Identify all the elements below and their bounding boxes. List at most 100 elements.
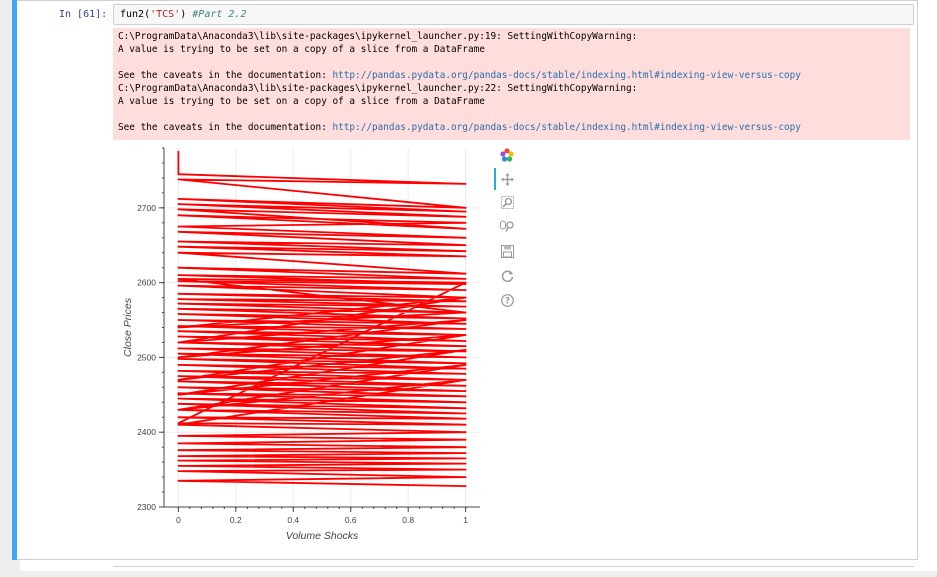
data-point xyxy=(464,407,467,410)
data-point xyxy=(177,380,180,383)
code-comment: #Part 2.2 xyxy=(192,9,247,20)
x-tick-label: 0.4 xyxy=(287,515,299,525)
data-point xyxy=(177,330,180,333)
data-point xyxy=(464,227,467,230)
data-point xyxy=(177,455,180,458)
input-prompt: In [61]: xyxy=(59,9,108,20)
x-tick-label: 0.8 xyxy=(402,515,414,525)
data-point xyxy=(177,393,180,396)
x-tick-label: 0.6 xyxy=(345,515,357,525)
x-tick-label: 1 xyxy=(463,515,468,525)
data-point xyxy=(464,356,467,359)
plot-toolbar: ? xyxy=(494,146,520,311)
x-tick-label: 0 xyxy=(176,515,181,525)
data-point xyxy=(464,452,467,455)
data-point xyxy=(464,328,467,330)
data-point xyxy=(177,356,180,359)
data-point xyxy=(177,459,180,462)
data-point xyxy=(177,284,180,287)
data-point xyxy=(177,402,180,405)
data-point xyxy=(177,225,180,228)
data-point xyxy=(464,340,467,342)
data-point xyxy=(464,210,467,213)
bokeh-plot[interactable]: 0 0.2 0.4 0.6 0.8 1 2300 2400 2500 2600 2700 Volume… xyxy=(113,144,523,549)
data-point xyxy=(177,378,180,381)
data-point xyxy=(177,302,180,305)
data-point xyxy=(464,457,467,460)
data-point xyxy=(464,283,467,286)
data-point xyxy=(464,395,467,398)
data-point xyxy=(464,289,467,292)
data-point xyxy=(464,401,467,404)
data-point xyxy=(464,390,467,392)
data-point xyxy=(177,313,180,315)
data-point xyxy=(464,296,467,299)
data-point xyxy=(464,221,467,224)
data-point xyxy=(177,369,180,372)
data-point xyxy=(177,470,180,472)
data-point xyxy=(177,341,180,344)
data-point xyxy=(177,392,180,395)
y-tick-label: 2500 xyxy=(137,352,156,362)
data-point xyxy=(177,347,180,350)
stderr-output: C:\ProgramData\Anaconda3\lib\site-packag… xyxy=(113,28,910,140)
data-point xyxy=(177,208,180,211)
code-function: fun2( xyxy=(120,9,151,20)
y-tick-label: 2400 xyxy=(137,427,156,437)
data-point xyxy=(464,384,467,387)
data-point xyxy=(177,464,180,467)
data-point xyxy=(464,250,467,253)
data-point xyxy=(464,317,467,320)
docs-link[interactable]: http://pandas.pydata.org/pandas-docs/sta… xyxy=(332,122,801,133)
data-point xyxy=(177,335,180,338)
stderr-line: See the caveats in the documentation: xyxy=(118,70,333,81)
data-point xyxy=(464,183,467,185)
data-point xyxy=(464,244,467,247)
data-point xyxy=(177,386,180,389)
docs-link[interactable]: http://pandas.pydata.org/pandas-docs/sta… xyxy=(332,70,801,81)
data-point xyxy=(464,300,467,303)
data-point xyxy=(464,345,467,348)
code-argument: 'TCS' xyxy=(150,9,181,20)
data-point xyxy=(464,236,467,239)
bokeh-logo-icon[interactable] xyxy=(498,146,516,164)
data-point xyxy=(464,319,467,321)
data-point xyxy=(177,277,180,280)
data-point xyxy=(464,322,467,325)
data-point xyxy=(177,251,180,254)
data-point xyxy=(177,292,180,295)
save-icon[interactable] xyxy=(498,242,516,260)
data-point xyxy=(464,468,467,471)
data-point xyxy=(177,245,180,248)
help-icon[interactable]: ? xyxy=(498,291,516,309)
data-point xyxy=(464,272,467,275)
pan-icon[interactable] xyxy=(498,170,516,188)
y-tick-label: 2300 xyxy=(137,502,156,512)
data-point xyxy=(177,416,180,419)
data-point xyxy=(177,214,180,217)
box-zoom-icon[interactable] xyxy=(498,193,516,211)
data-point xyxy=(177,178,180,181)
data-point xyxy=(464,438,467,441)
y-tick-label: 2600 xyxy=(137,278,156,288)
data-point xyxy=(464,372,467,375)
data-point xyxy=(177,266,180,269)
active-tool-indicator xyxy=(494,168,496,190)
stderr-line: A value is trying to be set on a copy of… xyxy=(118,44,485,55)
data-point xyxy=(464,311,467,314)
data-point xyxy=(177,280,180,283)
reset-icon[interactable] xyxy=(498,266,516,284)
data-point xyxy=(177,173,180,176)
code-input[interactable]: fun2('TCS') #Part 2.2 xyxy=(113,4,914,25)
wheel-zoom-icon[interactable] xyxy=(498,217,516,235)
data-point xyxy=(464,417,467,420)
data-point xyxy=(177,408,180,411)
next-cell[interactable] xyxy=(113,566,914,577)
data-point xyxy=(464,446,467,449)
data-point xyxy=(464,476,467,478)
data-point xyxy=(464,431,467,434)
data-point xyxy=(177,352,180,355)
data-point xyxy=(177,479,180,482)
data-point xyxy=(177,442,180,445)
data-point xyxy=(464,462,467,465)
